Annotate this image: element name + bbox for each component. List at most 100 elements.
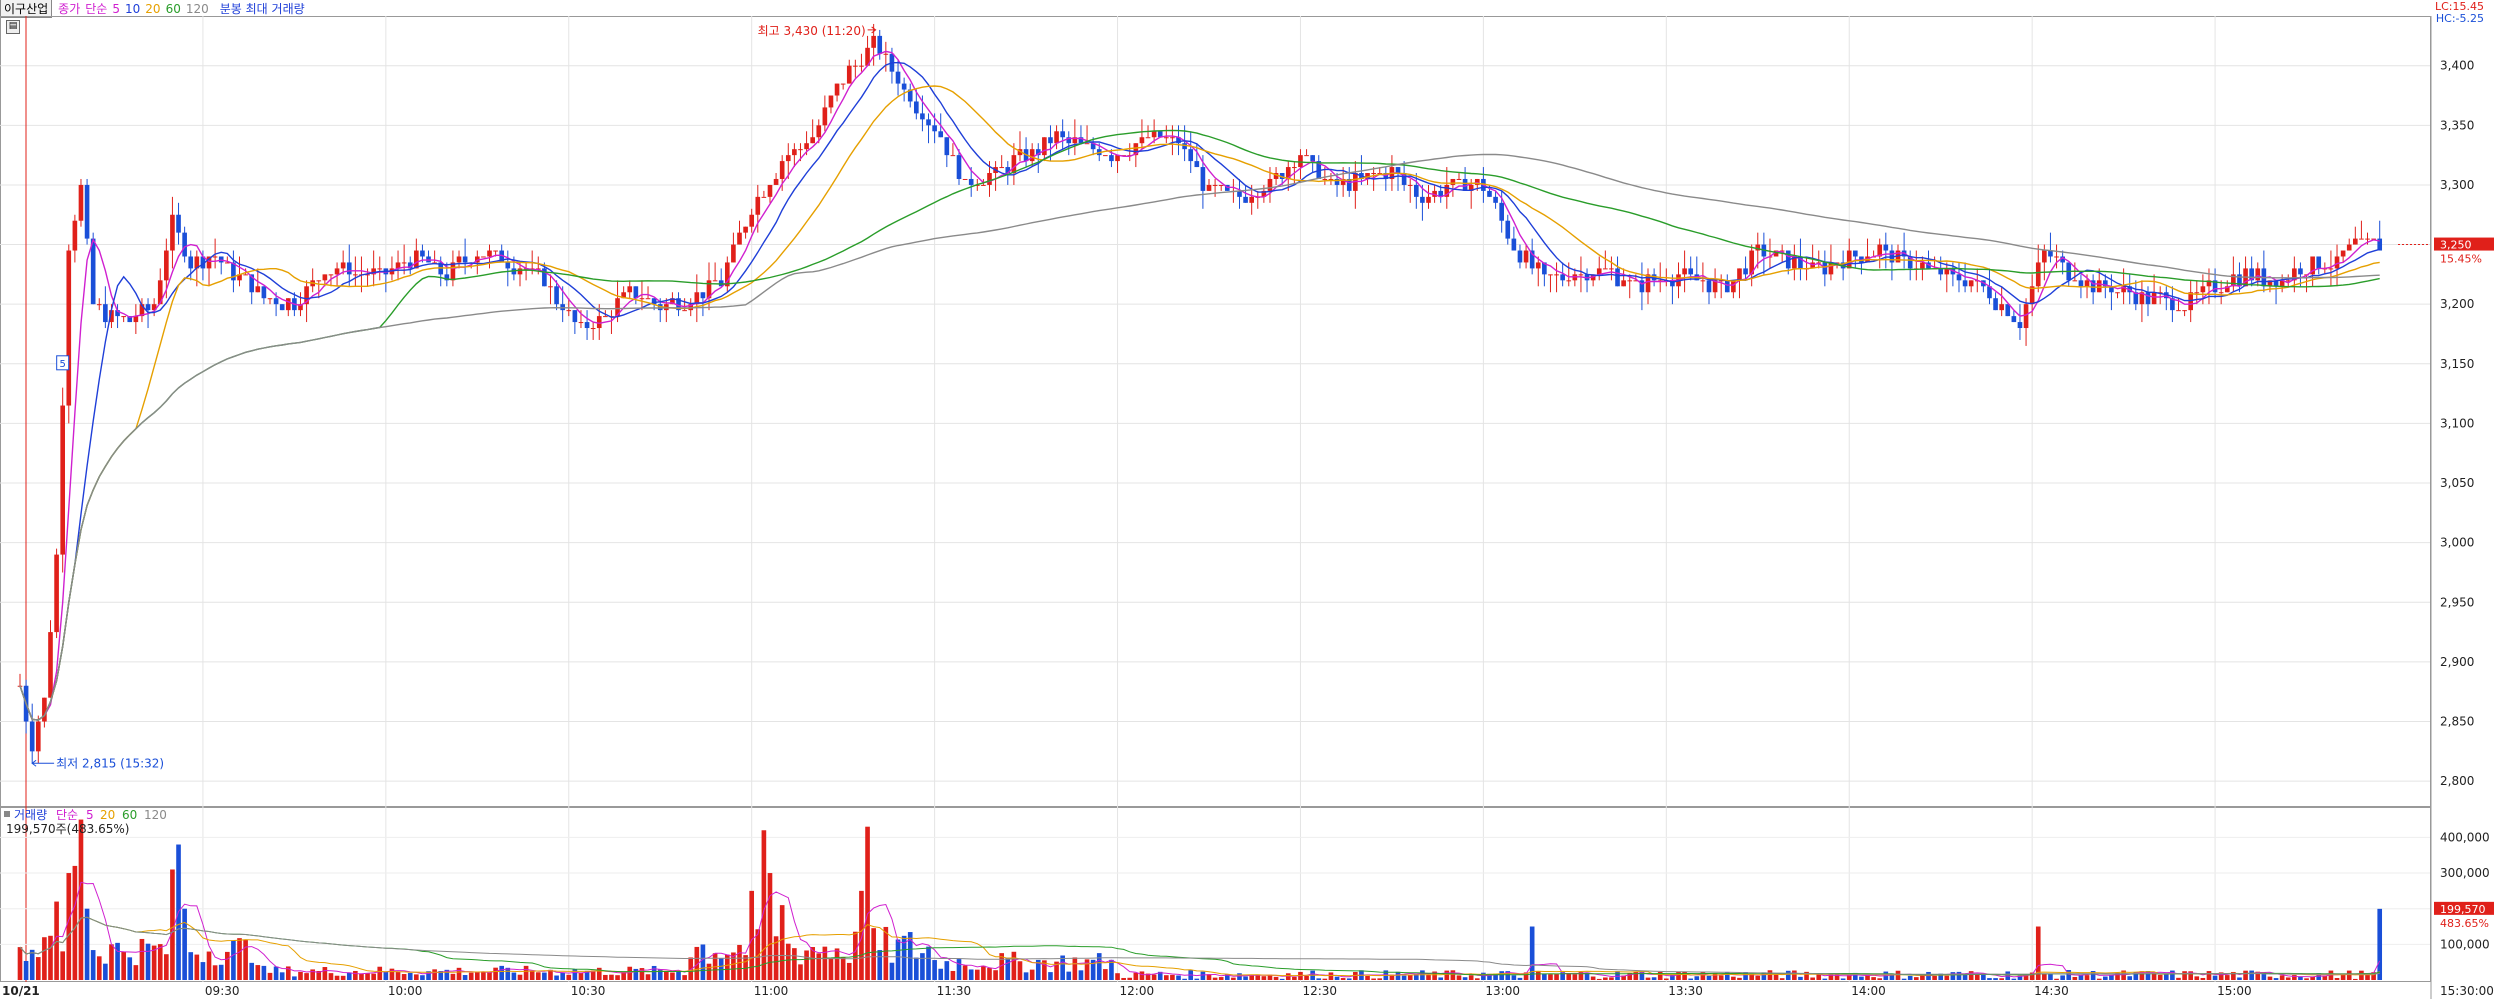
candle: [2194, 280, 2200, 305]
candle: [346, 244, 352, 287]
candle: [1670, 274, 1675, 305]
volume-bar: [2042, 973, 2047, 980]
volume-bar: [853, 931, 858, 980]
candle: [1657, 262, 1663, 293]
volume-bar: [1029, 969, 1035, 980]
time-tick-label: 11:30: [937, 984, 972, 998]
volume-bar: [529, 971, 535, 980]
candle-body: [1060, 131, 1065, 138]
candle-body: [420, 250, 425, 257]
volume-bar: [1456, 975, 1462, 980]
candle-body: [1237, 190, 1242, 197]
candle: [804, 131, 809, 156]
volume-bar: [895, 939, 901, 980]
candle: [1267, 167, 1273, 203]
candle: [615, 280, 620, 323]
volume-bar: [401, 974, 407, 980]
candle: [1194, 143, 1200, 168]
stock-name[interactable]: 이구산업: [0, 0, 53, 18]
candle-body: [414, 250, 419, 269]
candle-body: [1029, 149, 1035, 162]
candle-body: [517, 268, 523, 275]
indicator-1: 단순: [85, 1, 108, 16]
volume-bar: [1151, 974, 1157, 980]
candle-body: [1816, 262, 1822, 264]
candle: [1682, 250, 1687, 293]
candle-body: [1048, 137, 1053, 144]
candle: [273, 292, 279, 317]
candle-body: [48, 632, 53, 698]
candle-body: [633, 286, 639, 299]
volume-bar: [1932, 975, 1937, 980]
volume-bar: [1639, 972, 1645, 980]
volume-bar: [2109, 974, 2114, 980]
candle: [261, 286, 267, 305]
candle: [901, 77, 907, 102]
candle: [1645, 268, 1651, 305]
candle-body: [310, 280, 315, 287]
volume-bar: [1523, 972, 1529, 980]
candle-body: [2109, 286, 2114, 293]
candle: [499, 244, 505, 263]
volume-bar: [1859, 976, 1864, 980]
candle: [2371, 238, 2376, 240]
volume-bar: [462, 975, 468, 980]
candle-body: [1359, 173, 1364, 179]
candle-body: [1511, 238, 1517, 251]
candle: [1993, 292, 1998, 311]
candle-body: [1285, 167, 1291, 179]
volume-bar: [1450, 970, 1456, 980]
candle: [1145, 125, 1151, 139]
candle-body: [2346, 244, 2352, 251]
candle: [243, 268, 248, 276]
candle: [657, 298, 663, 323]
volume-bar: [1474, 978, 1480, 980]
volume-legend-item: 120: [144, 808, 167, 822]
candle-body: [767, 184, 773, 197]
ma5-line: [19, 50, 2380, 721]
volume-bar: [316, 971, 322, 980]
candle: [1987, 268, 1992, 305]
volume-bar: [1542, 974, 1547, 980]
candle: [1432, 184, 1437, 203]
volume-bar: [871, 928, 876, 980]
price-tick-label: 3,250: [2440, 238, 2474, 252]
indicator-legend: 종가 단순 5 10 20 60 120: [58, 0, 214, 17]
candle: [1109, 149, 1114, 168]
candle: [401, 244, 407, 275]
volume-bar: [974, 969, 980, 980]
volume-bar: [1292, 976, 1297, 980]
candle-body: [2139, 292, 2145, 305]
time-tick-label: 14:00: [1851, 984, 1886, 998]
candle-body: [468, 262, 474, 264]
candle-body: [1968, 280, 1974, 287]
candle-body: [1255, 196, 1261, 198]
candle-body: [2255, 268, 2261, 281]
volume-bar: [1761, 972, 1767, 980]
candle: [1871, 250, 1876, 258]
candle: [78, 178, 84, 227]
volume-bar: [700, 944, 706, 980]
candle-body: [1895, 250, 1901, 263]
price-tick-label: 2,950: [2440, 595, 2474, 609]
candle-body: [1432, 190, 1437, 197]
volume-bar: [1200, 971, 1206, 980]
volume-bar: [792, 948, 797, 980]
candle: [1176, 125, 1181, 156]
volume-bar: [1950, 972, 1956, 980]
volume-bar: [1962, 974, 1968, 980]
volume-bar: [237, 938, 242, 980]
candle: [962, 178, 968, 180]
candle-body: [871, 35, 876, 48]
candle-body: [1974, 280, 1980, 282]
chart-settings-icon[interactable]: ▤: [6, 20, 20, 34]
candle: [578, 310, 584, 329]
candle-body: [639, 298, 645, 300]
candle: [1035, 143, 1041, 174]
candle-body: [1023, 149, 1029, 162]
volume-bar: [426, 971, 431, 980]
volume-bar: [1755, 975, 1761, 980]
volume-bar: [633, 968, 639, 980]
candle-body: [779, 161, 785, 179]
